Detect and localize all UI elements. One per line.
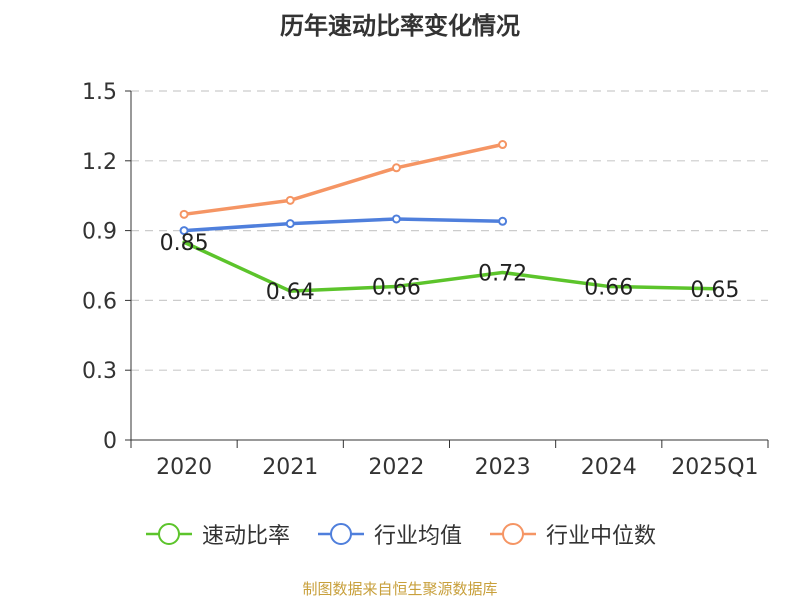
- legend-marker-icon: [490, 523, 536, 545]
- y-tick-label: 0.3: [82, 359, 117, 384]
- legend-marker-icon: [145, 523, 192, 545]
- data-point: [285, 195, 295, 205]
- x-tick-label: 2020: [156, 455, 212, 480]
- data-label: 0.65: [690, 278, 739, 303]
- legend-item[interactable]: 速动比率: [144, 518, 290, 550]
- y-tick-label: 0.9: [82, 220, 117, 245]
- y-tick-label: 1.2: [82, 150, 117, 175]
- data-label: 0.66: [584, 275, 633, 300]
- source-footer: 制图数据来自恒生聚源数据库: [302, 580, 498, 598]
- y-tick-label: 0.6: [82, 289, 117, 314]
- x-tick-label: 2025Q1: [671, 455, 758, 480]
- series-line: [182, 217, 505, 233]
- data-point: [179, 209, 189, 219]
- legend-label: 行业中位数: [546, 524, 657, 549]
- chart-legend: 速动比率 行业均值 行业中位数: [0, 518, 800, 550]
- legend-label: 行业均值: [373, 524, 462, 549]
- data-point: [391, 214, 401, 224]
- series-line: [182, 142, 505, 217]
- data-point: [498, 216, 508, 226]
- legend-label: 速动比率: [201, 524, 290, 549]
- data-point: [498, 140, 508, 150]
- legend-item[interactable]: 行业中位数: [488, 518, 656, 550]
- y-tick-label: 1.5: [82, 80, 117, 105]
- data-label: 0.85: [160, 231, 209, 256]
- x-tick-label: 2024: [581, 455, 637, 480]
- x-tick-label: 2022: [368, 455, 424, 480]
- data-point: [285, 219, 295, 229]
- legend-item[interactable]: 行业均值: [316, 518, 462, 550]
- line-chart: 0 0.3 0.6 0.9 1.2 1.5 2020 2021 2022 2023 2024 2025…: [82, 80, 769, 480]
- data-label: 0.64: [266, 280, 315, 305]
- data-point: [391, 163, 401, 173]
- data-point: [179, 226, 189, 236]
- x-tick-label: 2023: [475, 455, 531, 480]
- data-label: 0.72: [478, 261, 527, 286]
- chart-title: 历年速动比率变化情况: [280, 12, 520, 40]
- legend-marker-icon: [317, 523, 364, 545]
- y-tick-label: 0: [103, 429, 117, 454]
- x-tick-label: 2021: [262, 455, 318, 480]
- series-line: [182, 240, 717, 293]
- data-label: 0.66: [372, 275, 421, 300]
